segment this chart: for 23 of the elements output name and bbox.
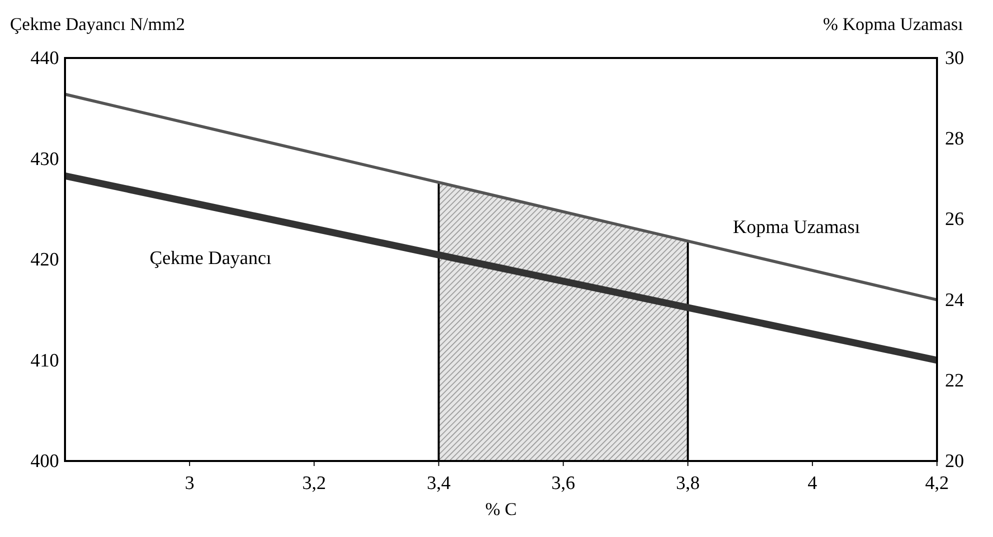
- x-tick-label: 3,2: [302, 473, 326, 494]
- y-tick-label: 400: [30, 451, 59, 472]
- x-tick-label: 3,4: [426, 473, 452, 494]
- x-axis-title: % C: [485, 499, 517, 519]
- y2-tick-label: 26: [945, 209, 964, 230]
- y-tick-label: 410: [30, 350, 59, 372]
- x-tick-label: 3,6: [551, 473, 576, 494]
- y-axis-title: Çekme Dayancı N/mm2: [10, 14, 185, 34]
- y2-tick-label: 24: [945, 290, 964, 311]
- x-tick-label: 4,2: [925, 473, 949, 494]
- y-tick-label: 430: [30, 148, 59, 170]
- y-tick-label: 420: [30, 250, 59, 270]
- y2-tick-label: 30: [945, 48, 964, 69]
- x-tick-label: 3,8: [676, 473, 700, 494]
- y2-tick-label: 20: [945, 451, 964, 472]
- y-tick-label: 440: [30, 48, 59, 69]
- y2-tick-label: 22: [945, 370, 964, 392]
- y2-axis-title: % Kopma Uzaması: [823, 14, 963, 34]
- series-label: Çekme Dayancı: [150, 248, 272, 269]
- x-tick-label: 4: [808, 473, 818, 494]
- x-tick-label: 3: [184, 473, 194, 494]
- series-label: Kopma Uzaması: [732, 217, 860, 238]
- y2-tick-label: 28: [945, 128, 964, 150]
